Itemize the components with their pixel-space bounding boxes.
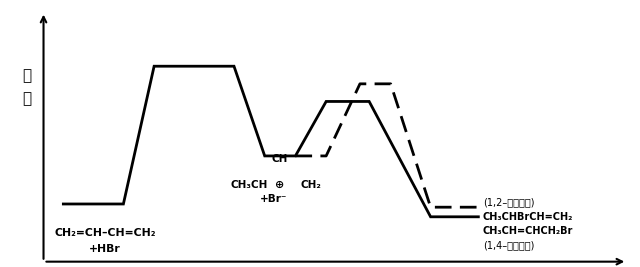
Text: CH₃CHBrCH=CH₂: CH₃CHBrCH=CH₂	[483, 212, 573, 222]
Text: 量: 量	[22, 91, 31, 106]
Text: CH₃CH=CHCH₂Br: CH₃CH=CHCH₂Br	[483, 226, 573, 236]
Text: +Br⁻: +Br⁻	[260, 194, 287, 204]
Text: CH₂=CH–CH=CH₂: CH₂=CH–CH=CH₂	[54, 228, 156, 238]
Text: 能: 能	[22, 68, 31, 83]
Text: CH: CH	[272, 154, 288, 164]
Text: (1,4–加成产物): (1,4–加成产物)	[483, 241, 534, 251]
Text: +HBr: +HBr	[89, 244, 121, 254]
Text: ⊕: ⊕	[275, 180, 285, 190]
Text: CH₃CH: CH₃CH	[230, 180, 268, 190]
Text: (1,2–加成产物): (1,2–加成产物)	[483, 197, 534, 207]
Text: CH₂: CH₂	[300, 180, 321, 190]
